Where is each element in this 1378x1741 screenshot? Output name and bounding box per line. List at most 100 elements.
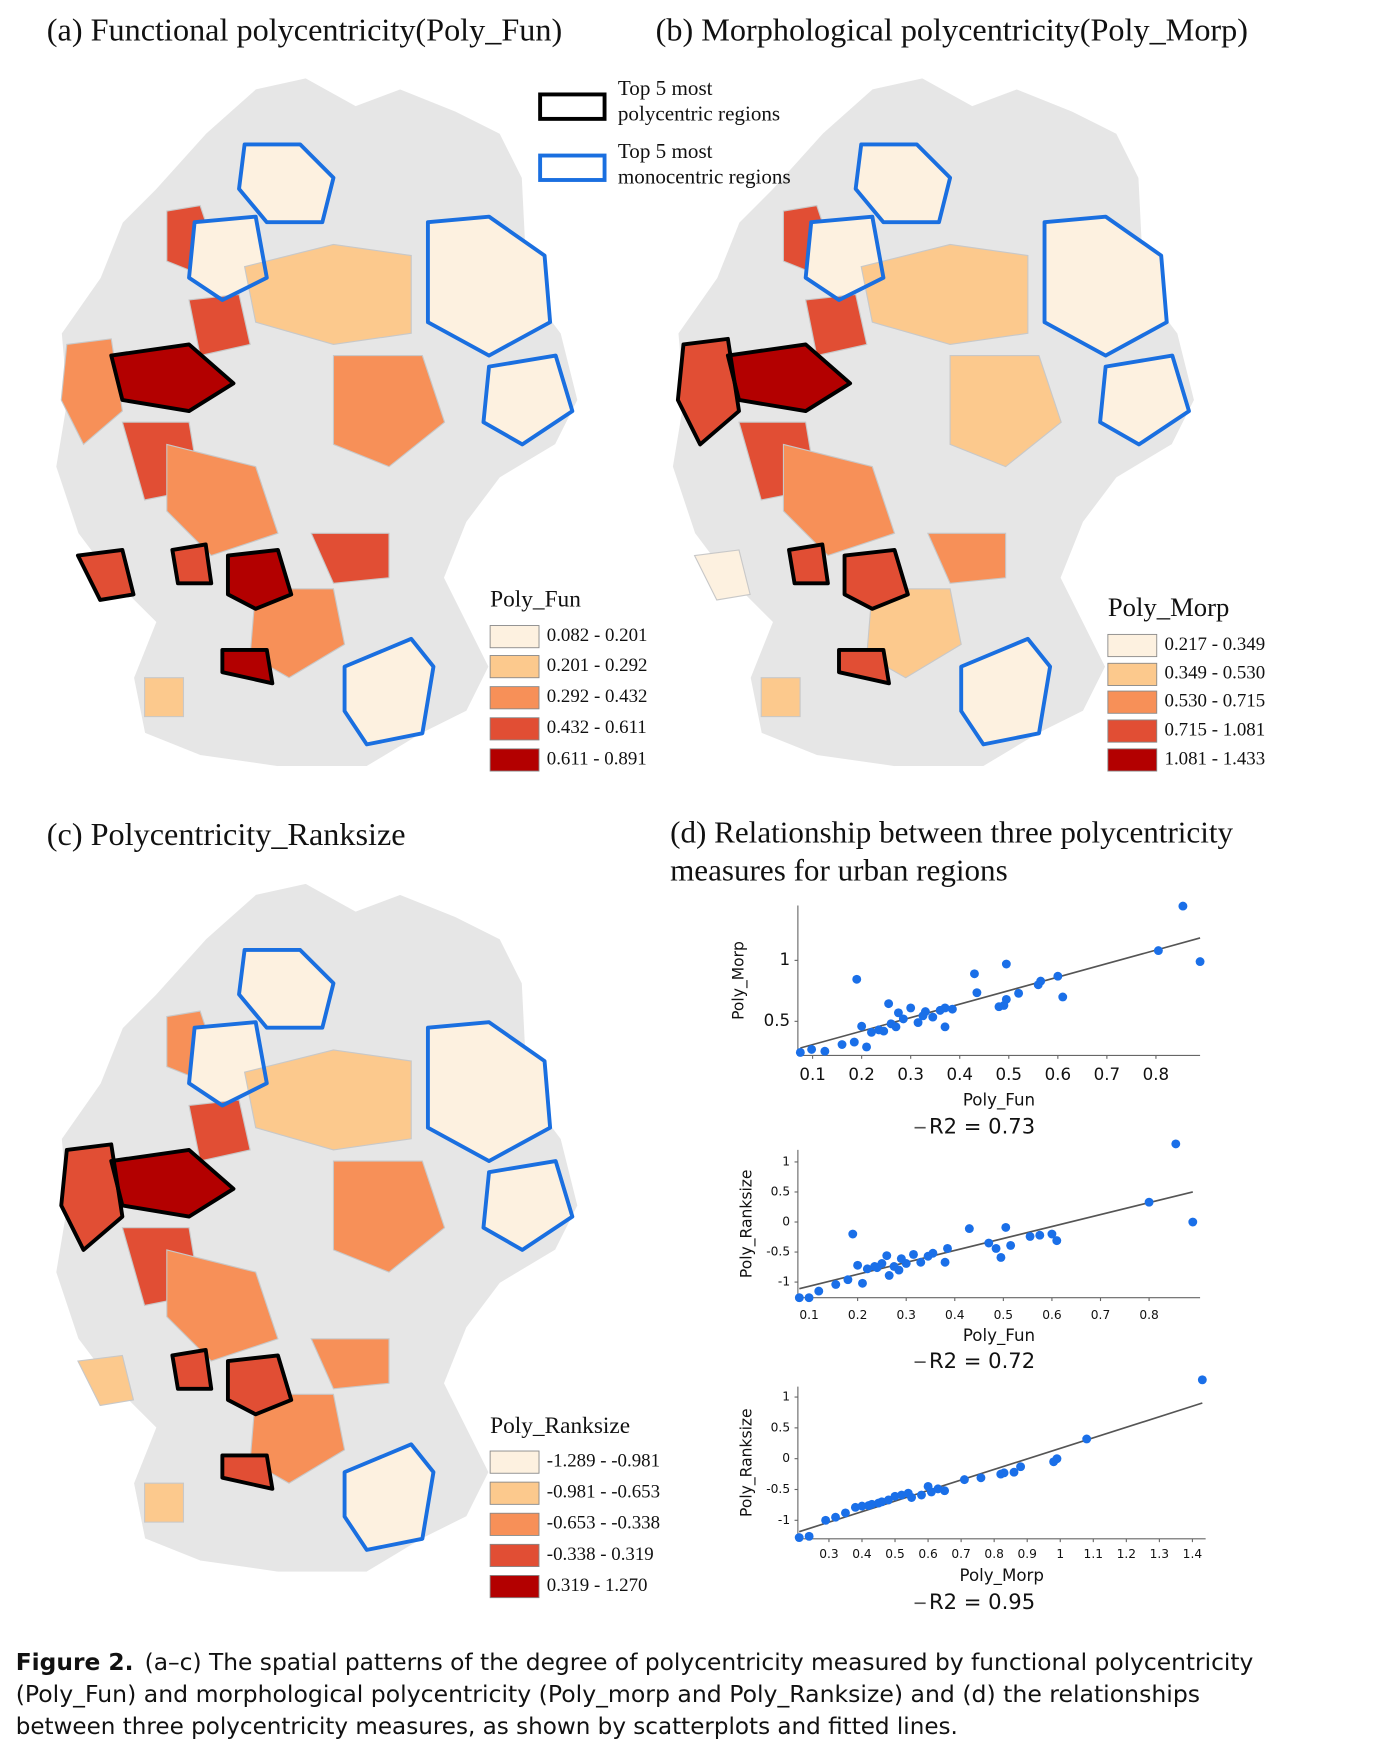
x-tick-label: 0.6 — [918, 1547, 937, 1561]
point — [1025, 1231, 1035, 1241]
x-tick-label: 1.1 — [1084, 1547, 1103, 1561]
point — [906, 1003, 916, 1013]
region-highlight — [1098, 353, 1191, 447]
point — [890, 1491, 900, 1501]
x-tick-label: 0.4 — [946, 1065, 972, 1084]
point — [804, 1293, 814, 1303]
point — [928, 1012, 938, 1022]
region — [332, 354, 446, 468]
point — [1047, 1229, 1057, 1239]
legend-label: 1.081 - 1.433 — [1165, 748, 1266, 769]
point — [1171, 1139, 1181, 1149]
caption-text: (Poly_Fun) and morphological polycentric… — [16, 1680, 1200, 1708]
annotation: R2 = 0.72 — [929, 1348, 1035, 1373]
point — [831, 1512, 840, 1522]
x-tick-label: 0.9 — [1017, 1547, 1036, 1561]
x-tick-label: 0.5 — [996, 1065, 1022, 1084]
point — [1001, 1222, 1011, 1232]
caption: Figure 2. (a–c) The spatial patterns of t… — [16, 1648, 1254, 1676]
x-tick-label: 0.2 — [848, 1065, 875, 1084]
x-tick-label: 0.5 — [885, 1547, 904, 1561]
region-highlight — [59, 1142, 125, 1252]
fit-line — [799, 1191, 1193, 1290]
region — [332, 1160, 446, 1273]
region-highlight — [220, 1453, 275, 1491]
x-tick-label: 0.8 — [984, 1547, 1003, 1561]
x-tick-label: 0.2 — [848, 1308, 867, 1322]
point — [795, 1047, 805, 1057]
point — [858, 1278, 867, 1288]
point — [1178, 901, 1188, 911]
region-highlight — [225, 1353, 294, 1417]
point — [1009, 1467, 1019, 1477]
legend-swatch — [489, 717, 540, 741]
point — [940, 1486, 950, 1496]
point — [940, 1003, 950, 1013]
legend-label: 0.217 - 0.349 — [1165, 634, 1266, 655]
point — [991, 1243, 1001, 1253]
region — [60, 338, 123, 446]
point — [999, 1468, 1009, 1478]
region-highlight — [425, 1020, 553, 1163]
point — [920, 1007, 930, 1017]
x-tick-label: 0.4 — [852, 1547, 872, 1561]
legend-label: -0.981 - -0.653 — [547, 1482, 660, 1503]
point — [879, 1026, 889, 1036]
region — [249, 588, 346, 679]
legend-swatch — [1107, 690, 1158, 714]
legend-label: 0.292 - 0.432 — [547, 686, 648, 707]
panel-title: measures for urban regions — [670, 852, 1008, 887]
region-highlight — [75, 548, 136, 602]
scatterplots: 0.1 0.2 0.3 0.4 0.5 0.6 0.7 0.8 0.5 1 Poly_Fun Poly… — [729, 901, 1207, 1614]
x-tick-label: 1.4 — [1183, 1547, 1203, 1561]
point — [867, 1027, 876, 1037]
y-tick-label: -1 — [778, 1513, 790, 1527]
legend-label: -0.653 - -0.338 — [547, 1513, 660, 1534]
point — [884, 1271, 894, 1280]
legend-box — [538, 153, 607, 182]
point — [917, 1490, 926, 1500]
legend-label: 0.201 - 0.292 — [547, 655, 648, 676]
point — [884, 999, 894, 1009]
point — [1035, 1230, 1045, 1240]
y-tick-label: 0.5 — [771, 1420, 790, 1434]
region — [144, 677, 185, 718]
x-tick-label: 0.1 — [799, 1308, 818, 1322]
y-tick-label: 0 — [782, 1451, 790, 1465]
region — [188, 293, 251, 357]
point — [857, 1021, 867, 1031]
point — [984, 1238, 994, 1248]
x-tick-label: 0.4 — [945, 1308, 965, 1322]
y-tick-label: 0.5 — [771, 1184, 790, 1198]
point — [1153, 946, 1163, 956]
y-tick-label: 0.5 — [764, 1011, 791, 1030]
legend-text: Top 5 most — [618, 139, 713, 163]
region-highlight — [725, 342, 853, 414]
legend-title: Poly_Morp — [1108, 592, 1229, 622]
region-highlight — [109, 1147, 236, 1219]
x-tick-label: 0.3 — [819, 1547, 838, 1561]
point — [959, 1475, 969, 1485]
point — [1014, 988, 1024, 998]
point — [852, 974, 862, 984]
point — [820, 1046, 830, 1056]
point — [1052, 1454, 1062, 1464]
point — [909, 1250, 918, 1259]
point — [1144, 1197, 1154, 1207]
region-highlight — [481, 353, 575, 447]
region — [693, 549, 751, 601]
region — [782, 443, 896, 557]
y-tick-label: -0.5 — [766, 1245, 790, 1259]
point — [901, 1259, 911, 1268]
region-highlight — [959, 636, 1053, 747]
point — [1053, 971, 1063, 981]
region — [310, 532, 390, 584]
point — [1006, 1240, 1016, 1250]
legend-label: 0.082 - 0.201 — [547, 625, 648, 646]
caption-text: (a–c) The spatial patterns of the degree… — [145, 1648, 1254, 1676]
region-highlight — [237, 142, 336, 225]
region-highlight — [342, 636, 436, 747]
point — [1058, 992, 1068, 1002]
legend-swatch — [489, 1512, 540, 1536]
